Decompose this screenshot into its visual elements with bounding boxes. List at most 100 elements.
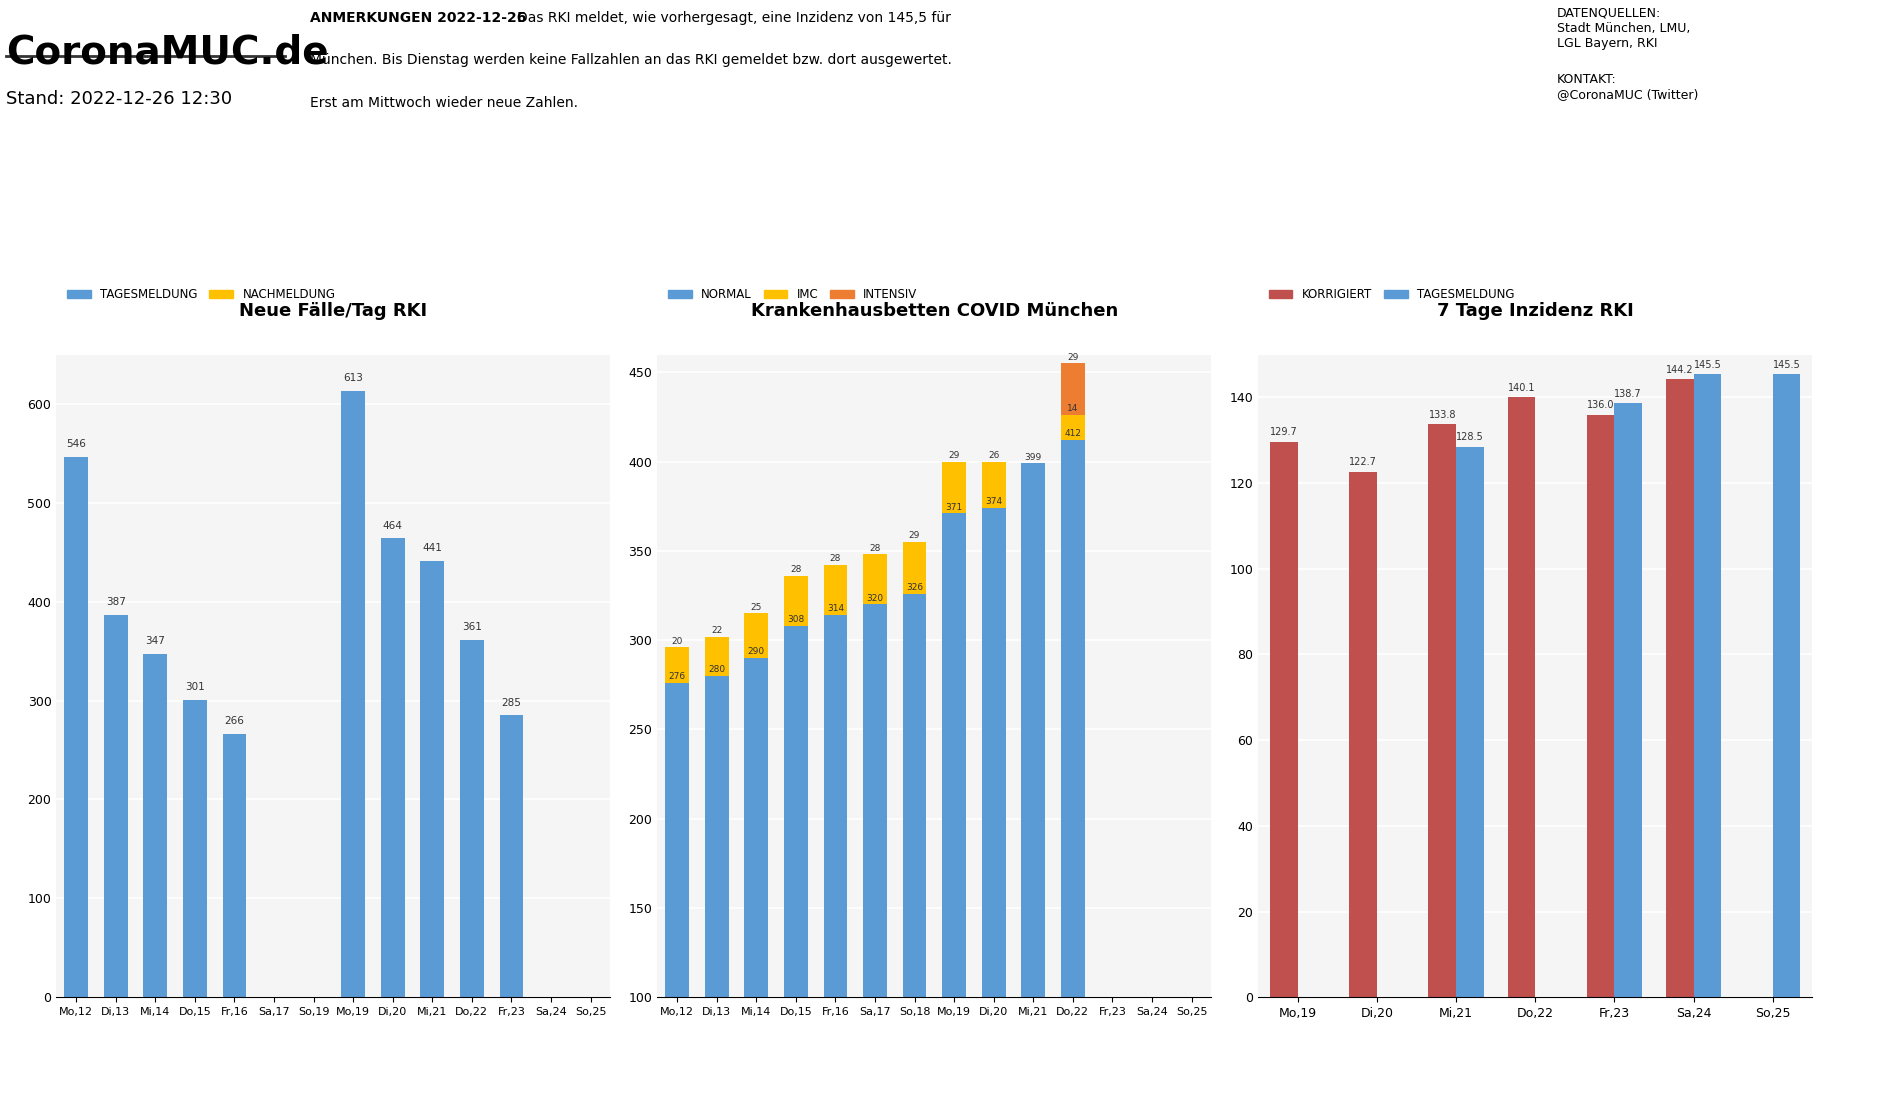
Legend: NORMAL, IMC, INTENSIV: NORMAL, IMC, INTENSIV [663, 284, 922, 306]
Bar [103, 615, 128, 997]
Text: 136.0: 136.0 [1587, 400, 1615, 410]
Title: Krankenhausbetten COVID München: Krankenhausbetten COVID München [751, 301, 1117, 320]
Title: Neue Fälle/Tag RKI: Neue Fälle/Tag RKI [239, 301, 428, 320]
Text: 301: 301 [184, 681, 205, 691]
Bar [1022, 463, 1044, 1108]
Text: Genesene: 701.040: Genesene: 701.040 [729, 278, 838, 288]
Bar [903, 542, 926, 594]
Text: 387: 387 [105, 597, 126, 607]
Bar [704, 637, 729, 676]
Text: INZIDENZ RKI: INZIDENZ RKI [1679, 145, 1763, 155]
Bar [744, 614, 768, 658]
Text: 14: 14 [1067, 404, 1078, 413]
Bar [421, 561, 443, 997]
Text: 464: 464 [383, 521, 402, 531]
Bar [342, 391, 364, 997]
Text: 29: 29 [1067, 352, 1078, 361]
Text: 441: 441 [423, 543, 441, 553]
Text: 145.5: 145.5 [1773, 360, 1801, 370]
Text: 122.7: 122.7 [1348, 458, 1377, 468]
Text: 314: 314 [826, 604, 843, 614]
Text: 285: 285 [501, 698, 522, 708]
Bar [903, 594, 926, 1108]
Legend: TAGESMELDUNG, NACHMELDUNG: TAGESMELDUNG, NACHMELDUNG [62, 284, 340, 306]
Text: 347: 347 [145, 636, 165, 646]
Text: Aktuell Infizierte:: Aktuell Infizierte: [939, 1035, 1089, 1050]
Bar [665, 647, 689, 683]
Bar [864, 605, 886, 1108]
Text: 145.5: 145.5 [1694, 360, 1722, 370]
Text: 412: 412 [1065, 430, 1082, 439]
Bar [783, 626, 808, 1108]
Text: Made with  infogram: Made with infogram [1711, 1061, 1840, 1075]
Bar [460, 640, 485, 997]
Bar [943, 513, 965, 1108]
Text: 145,5: 145,5 [1673, 201, 1769, 229]
Text: 412  14  29: 412 14 29 [1018, 201, 1174, 224]
Bar [1061, 440, 1085, 1108]
Bar [1773, 373, 1801, 997]
Text: k.A.: k.A. [436, 201, 503, 229]
Title: 7 Tage Inzidenz RKI: 7 Tage Inzidenz RKI [1437, 301, 1634, 320]
Bar [982, 462, 1005, 509]
Bar [1587, 414, 1615, 997]
Text: Summe RKI heute minus Genesene: Summe RKI heute minus Genesene [1211, 1035, 1487, 1050]
Text: 308: 308 [787, 615, 804, 624]
Legend: KORRIGIERT, TAGESMELDUNG: KORRIGIERT, TAGESMELDUNG [1264, 284, 1519, 306]
Text: AKTUELL INFIZIERTE*: AKTUELL INFIZIERTE* [716, 145, 849, 155]
Text: 26: 26 [988, 451, 999, 460]
Text: 290: 290 [747, 647, 764, 656]
Bar [1666, 379, 1694, 997]
Text: 266: 266 [225, 716, 244, 727]
Text: Erst am Mittwoch wieder neue Zahlen.: Erst am Mittwoch wieder neue Zahlen. [310, 95, 578, 110]
Text: 22: 22 [712, 626, 723, 635]
Text: 399: 399 [1025, 453, 1042, 462]
Bar [982, 509, 1005, 1108]
Text: 361: 361 [462, 623, 483, 633]
Text: NORMAL      IMC    INTENSIV
STAND: 2012-12-23: NORMAL IMC INTENSIV STAND: 2012-12-23 [1024, 271, 1168, 295]
Text: 144.2: 144.2 [1666, 366, 1694, 376]
Text: * Genesene:  7 Tages Durchschnitt der Summe RKI vor 10 Tagen |: * Genesene: 7 Tages Durchschnitt der Sum… [432, 1035, 939, 1050]
Text: Gesamt: 704.440: Gesamt: 704.440 [109, 278, 205, 288]
Text: 129.7: 129.7 [1270, 428, 1298, 438]
Text: 133.8: 133.8 [1429, 410, 1455, 420]
Text: KRANKENHAUSBETTEN COVID: KRANKENHAUSBETTEN COVID [1003, 145, 1189, 155]
Bar [1694, 373, 1722, 997]
Text: München. Bis Dienstag werden keine Fallzahlen an das RKI gemeldet bzw. dort ausg: München. Bis Dienstag werden keine Fallz… [310, 53, 952, 68]
Bar [823, 565, 847, 615]
Text: 25: 25 [751, 603, 762, 612]
Text: Quelle: CoronaMUC
LMU: 1,05 2022-12-21: Quelle: CoronaMUC LMU: 1,05 2022-12-21 [1347, 278, 1470, 301]
Text: 20: 20 [672, 636, 684, 646]
Text: BESTÄTIGTE FÄLLE: BESTÄTIGTE FÄLLE [100, 145, 214, 155]
Text: 1,09: 1,09 [1371, 201, 1446, 229]
Text: 140.1: 140.1 [1508, 382, 1534, 392]
Text: 3.400: 3.400 [734, 201, 830, 229]
Bar [182, 699, 207, 997]
Bar [1270, 441, 1298, 997]
Bar [1615, 403, 1641, 997]
Text: 28: 28 [830, 554, 841, 564]
Text: 29: 29 [909, 531, 920, 541]
Text: 28: 28 [791, 565, 802, 574]
Bar [744, 658, 768, 1108]
Text: Di-Sa, nicht nach
Feiertagen: Di-Sa, nicht nach Feiertagen [1673, 278, 1769, 301]
Bar [864, 554, 886, 605]
Bar [1508, 397, 1536, 997]
Text: ANMERKUNGEN 2022-12-26: ANMERKUNGEN 2022-12-26 [310, 11, 531, 24]
Text: Stand: 2022-12-26 12:30: Stand: 2022-12-26 12:30 [6, 91, 233, 109]
Bar [222, 735, 246, 997]
Text: 280: 280 [708, 665, 725, 674]
Text: k.A.: k.A. [122, 201, 190, 229]
Text: 371: 371 [945, 503, 963, 512]
Text: DATENQUELLEN:
Stadt München, LMU,
LGL Bayern, RKI: DATENQUELLEN: Stadt München, LMU, LGL Ba… [1557, 7, 1690, 50]
Bar [381, 538, 404, 997]
Text: 374: 374 [986, 497, 1003, 506]
Bar [665, 683, 689, 1108]
Text: 546: 546 [66, 440, 86, 450]
Text: 320: 320 [866, 594, 883, 603]
Text: 613: 613 [344, 373, 362, 383]
Bar [1061, 363, 1085, 416]
Text: 276: 276 [669, 673, 685, 681]
Text: 128.5: 128.5 [1455, 432, 1484, 442]
Text: Gesamt: 2.405: Gesamt: 2.405 [428, 278, 511, 288]
